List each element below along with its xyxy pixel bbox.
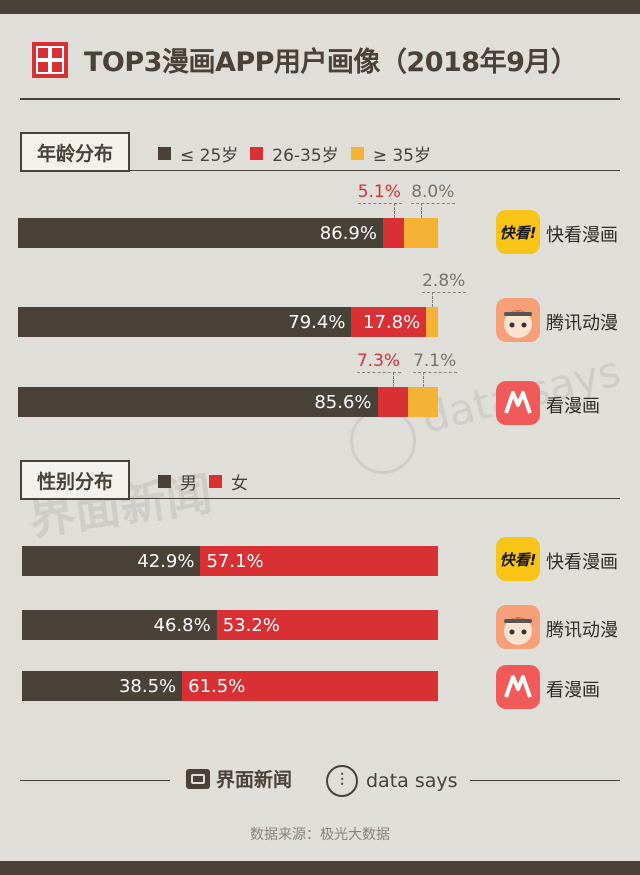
- brand-logo-icon: [32, 42, 68, 78]
- gender-section-label: 性别分布: [20, 460, 130, 500]
- header-divider: [20, 98, 620, 100]
- age-bar-segment: [404, 218, 438, 248]
- gender-bar-segment: 38.5%: [22, 671, 183, 701]
- callout-leader: [411, 203, 456, 204]
- age-data-label: 5.1%: [357, 182, 401, 202]
- data-source: 数据来源：极光大数据: [250, 827, 390, 843]
- app-name-label: 腾讯动漫: [546, 313, 618, 334]
- callout-leader: [423, 372, 425, 387]
- age-bar-segment: [377, 387, 409, 417]
- age-bar-segment: 79.4%: [18, 307, 352, 337]
- legend-item-over35: ≥ 35岁: [350, 141, 431, 166]
- watermark-circle-icon: [350, 408, 416, 474]
- app-name-label: 快看漫画: [546, 225, 618, 246]
- footer-rule-left: [20, 780, 170, 781]
- bottom-bar: [0, 861, 640, 875]
- gender-legend: 男 女: [158, 469, 260, 494]
- gender-bar-segment: 46.8%: [22, 610, 217, 640]
- gender-bar-segment: 61.5%: [182, 671, 438, 701]
- jiemian-logo-icon: [186, 768, 210, 789]
- page-title: TOP3漫画APP用户画像（2018年9月）: [84, 47, 578, 78]
- gender-section-divider: [20, 498, 620, 499]
- gender-bar-segment: 42.9%: [22, 546, 201, 576]
- footer-brand-jiemian: 界面新闻: [186, 765, 292, 792]
- age-data-label: 8.0%: [411, 182, 455, 202]
- app-name-label: 快看漫画: [546, 552, 618, 573]
- tencent-comic-icon: [496, 298, 540, 342]
- app-name-label: 看漫画: [546, 396, 600, 417]
- datasays-logo-icon: ⫶: [326, 765, 358, 797]
- age-bar-segment: [426, 307, 438, 337]
- age-data-label: 7.3%: [356, 351, 401, 371]
- app-name-label: 腾讯动漫: [546, 620, 618, 641]
- age-section-divider: [20, 170, 620, 171]
- age-bar-segment: 17.8%: [351, 307, 427, 337]
- age-data-label: 2.8%: [422, 271, 466, 291]
- gender-bar-segment: 53.2%: [216, 610, 438, 640]
- age-bar-segment: 86.9%: [18, 218, 383, 248]
- gender-bar-segment: 57.1%: [200, 546, 438, 576]
- kuaikan-icon: 快看!: [496, 537, 540, 581]
- callout-leader: [432, 292, 434, 307]
- app-name-label: 看漫画: [546, 680, 600, 701]
- age-section-label: 年龄分布: [20, 132, 130, 172]
- age-bar-segment: 85.6%: [18, 387, 378, 417]
- legend-item-female: 女: [209, 469, 248, 494]
- callout-leader: [392, 372, 394, 387]
- age-bar-segment: [408, 387, 438, 417]
- legend-item-male: 男: [158, 469, 197, 494]
- callout-leader: [413, 372, 458, 373]
- tencent-comic-icon: [496, 605, 540, 649]
- legend-item-under25: ≤ 25岁: [158, 141, 238, 166]
- top-bar: [0, 0, 640, 14]
- legend-item-26-35: 26-35岁: [250, 141, 339, 166]
- footer-rule-right: [470, 780, 620, 781]
- callout-leader: [422, 292, 467, 293]
- callout-leader: [357, 203, 402, 204]
- kanmanhua-icon: [496, 381, 540, 425]
- callout-leader: [421, 203, 423, 218]
- footer-brand-datasays: ⫶ data says: [326, 765, 458, 797]
- kuaikan-icon: 快看!: [496, 210, 540, 254]
- age-data-label: 7.1%: [413, 351, 457, 371]
- callout-leader: [356, 372, 401, 373]
- age-bar-segment: [382, 218, 405, 248]
- age-legend: ≤ 25岁 26-35岁 ≥ 35岁: [158, 141, 443, 166]
- kanmanhua-icon: [496, 665, 540, 709]
- callout-leader: [393, 203, 395, 218]
